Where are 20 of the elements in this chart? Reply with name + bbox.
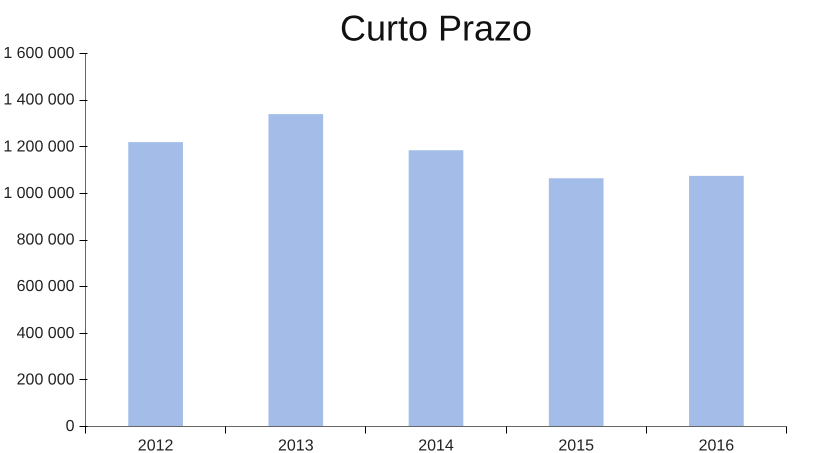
y-tick-label: 1 600 000 — [3, 45, 75, 62]
bar — [128, 142, 183, 426]
x-tick-label: 2014 — [418, 438, 454, 453]
y-tick-label: 1 200 000 — [3, 138, 75, 156]
y-tick-label: 800 000 — [16, 232, 75, 248]
x-tick-label: 2012 — [138, 438, 174, 453]
bar — [689, 176, 744, 426]
y-tick-label: 400 000 — [16, 324, 75, 342]
y-tick-label: 600 000 — [16, 278, 75, 296]
x-tick-label: 2013 — [278, 438, 314, 453]
x-tick-label: 2016 — [698, 438, 734, 453]
bar — [408, 150, 464, 426]
x-tick-label: 2015 — [558, 438, 594, 453]
y-tick-label: 200 000 — [16, 371, 75, 388]
y-tick-label: 0 — [66, 418, 75, 435]
bar — [548, 178, 604, 426]
chart-title: Curto Prazo — [340, 8, 532, 48]
y-tick-label: 1 000 000 — [3, 184, 75, 202]
bar — [268, 114, 324, 426]
y-tick-label: 1 400 000 — [3, 92, 75, 109]
